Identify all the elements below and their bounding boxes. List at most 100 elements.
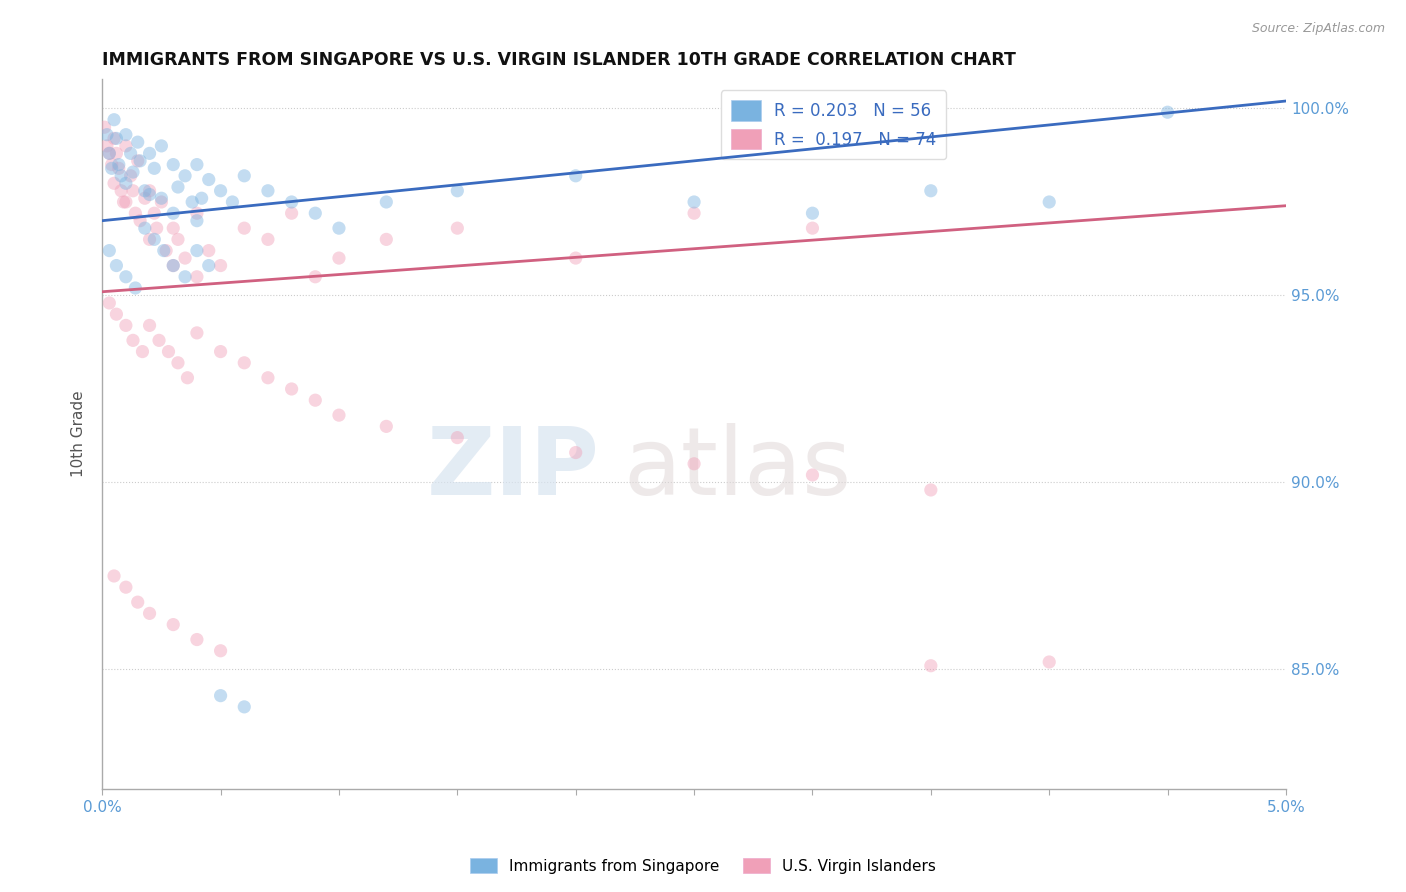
Text: IMMIGRANTS FROM SINGAPORE VS U.S. VIRGIN ISLANDER 10TH GRADE CORRELATION CHART: IMMIGRANTS FROM SINGAPORE VS U.S. VIRGIN… <box>103 51 1017 69</box>
Point <box>115 194 138 209</box>
Point <box>162 259 184 273</box>
Point <box>122 165 145 179</box>
Point <box>233 356 256 370</box>
Point <box>100 161 122 176</box>
Point <box>801 206 824 220</box>
Point <box>157 344 180 359</box>
Point <box>143 206 166 220</box>
Y-axis label: 10th Grade: 10th Grade <box>72 391 86 477</box>
Point <box>801 221 824 235</box>
Point <box>120 146 142 161</box>
Point <box>257 370 280 384</box>
Point <box>186 244 208 258</box>
Point <box>167 180 190 194</box>
Point <box>304 206 326 220</box>
Point <box>127 595 149 609</box>
Point <box>143 232 166 246</box>
Point <box>107 161 129 176</box>
Point <box>150 191 173 205</box>
Point <box>304 393 326 408</box>
Point <box>233 699 256 714</box>
Point <box>134 221 156 235</box>
Point <box>150 194 173 209</box>
Point <box>162 259 184 273</box>
Point <box>143 161 166 176</box>
Point <box>209 644 232 658</box>
Point <box>328 408 350 422</box>
Point <box>446 184 468 198</box>
Point <box>683 206 706 220</box>
Point <box>112 194 135 209</box>
Point <box>181 194 204 209</box>
Point <box>920 184 942 198</box>
Point <box>150 139 173 153</box>
Point <box>110 184 132 198</box>
Point <box>375 419 398 434</box>
Legend: Immigrants from Singapore, U.S. Virgin Islanders: Immigrants from Singapore, U.S. Virgin I… <box>464 852 942 880</box>
Text: atlas: atlas <box>623 424 851 516</box>
Point <box>124 206 146 220</box>
Point <box>446 221 468 235</box>
Point <box>197 172 219 186</box>
Point <box>162 206 184 220</box>
Point <box>1038 194 1060 209</box>
Point <box>115 269 138 284</box>
Point <box>138 232 160 246</box>
Point <box>107 158 129 172</box>
Point <box>155 244 177 258</box>
Point <box>328 221 350 235</box>
Point <box>564 251 586 265</box>
Point <box>233 221 256 235</box>
Point <box>105 307 128 321</box>
Point <box>174 169 197 183</box>
Point <box>328 251 350 265</box>
Point <box>98 146 121 161</box>
Point <box>375 232 398 246</box>
Point <box>103 569 125 583</box>
Point <box>96 128 118 142</box>
Point <box>197 259 219 273</box>
Point <box>105 259 128 273</box>
Point <box>174 251 197 265</box>
Point <box>683 194 706 209</box>
Point <box>115 176 138 190</box>
Point <box>152 244 174 258</box>
Point <box>221 194 243 209</box>
Point <box>98 146 121 161</box>
Point <box>280 382 302 396</box>
Point <box>190 191 212 205</box>
Point <box>920 658 942 673</box>
Point <box>100 158 122 172</box>
Point <box>186 213 208 227</box>
Point <box>446 431 468 445</box>
Point <box>115 139 138 153</box>
Point <box>138 318 160 333</box>
Point <box>127 153 149 168</box>
Point <box>233 169 256 183</box>
Point <box>257 232 280 246</box>
Point <box>209 689 232 703</box>
Point <box>103 131 125 145</box>
Point <box>120 169 142 183</box>
Point <box>186 206 208 220</box>
Point <box>103 112 125 127</box>
Point <box>162 221 184 235</box>
Point <box>209 184 232 198</box>
Point <box>134 184 156 198</box>
Point <box>105 131 128 145</box>
Point <box>115 580 138 594</box>
Point <box>186 269 208 284</box>
Point <box>134 191 156 205</box>
Point <box>167 232 190 246</box>
Point <box>683 457 706 471</box>
Point <box>131 344 153 359</box>
Point <box>186 632 208 647</box>
Point <box>174 269 197 284</box>
Point <box>564 445 586 459</box>
Point <box>115 128 138 142</box>
Point <box>280 194 302 209</box>
Point <box>122 184 145 198</box>
Point <box>105 146 128 161</box>
Point <box>186 326 208 340</box>
Point <box>257 184 280 198</box>
